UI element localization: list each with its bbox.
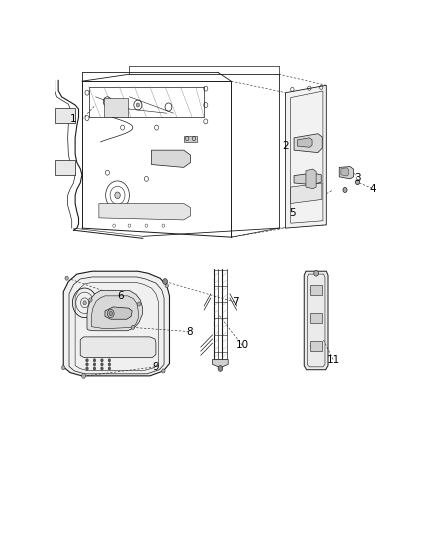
Circle shape (343, 188, 347, 192)
Polygon shape (104, 98, 128, 117)
Circle shape (108, 363, 111, 366)
Polygon shape (310, 313, 322, 324)
Circle shape (81, 374, 86, 378)
Circle shape (137, 302, 141, 306)
Circle shape (106, 100, 109, 104)
Circle shape (314, 270, 318, 276)
Circle shape (356, 180, 360, 184)
Circle shape (83, 301, 86, 305)
Circle shape (101, 359, 103, 362)
Text: 11: 11 (327, 355, 340, 365)
Circle shape (109, 311, 113, 316)
Polygon shape (294, 173, 321, 184)
Polygon shape (341, 168, 348, 176)
Polygon shape (310, 285, 322, 295)
Polygon shape (310, 342, 322, 351)
Polygon shape (297, 138, 312, 147)
Text: 2: 2 (282, 141, 289, 151)
Circle shape (108, 367, 111, 370)
Circle shape (136, 103, 140, 107)
Polygon shape (286, 85, 326, 228)
Polygon shape (99, 204, 191, 220)
Circle shape (65, 276, 68, 280)
Circle shape (86, 367, 88, 370)
Text: 8: 8 (186, 327, 193, 336)
Circle shape (86, 363, 88, 366)
Polygon shape (339, 166, 353, 179)
Polygon shape (294, 134, 322, 152)
Circle shape (115, 192, 120, 199)
Circle shape (61, 366, 65, 370)
Polygon shape (291, 183, 322, 204)
Polygon shape (87, 290, 142, 330)
Polygon shape (212, 359, 228, 368)
Circle shape (86, 359, 88, 362)
Circle shape (162, 279, 167, 284)
Circle shape (162, 369, 165, 373)
Polygon shape (55, 159, 75, 175)
Text: 4: 4 (370, 184, 376, 193)
Polygon shape (63, 271, 170, 376)
Polygon shape (306, 169, 316, 189)
Polygon shape (80, 337, 156, 358)
Text: 7: 7 (233, 297, 239, 307)
Polygon shape (304, 271, 328, 370)
Circle shape (93, 359, 96, 362)
Circle shape (218, 366, 223, 372)
Circle shape (108, 359, 111, 362)
Polygon shape (152, 150, 191, 167)
Polygon shape (55, 108, 75, 124)
Text: 3: 3 (354, 173, 361, 183)
Polygon shape (92, 296, 138, 329)
Circle shape (107, 309, 114, 318)
Polygon shape (184, 136, 197, 142)
Text: 10: 10 (236, 340, 249, 350)
Circle shape (101, 367, 103, 370)
Text: 1: 1 (70, 115, 77, 124)
Circle shape (93, 363, 96, 366)
Circle shape (88, 298, 92, 302)
Circle shape (101, 363, 103, 366)
Text: 6: 6 (118, 291, 124, 301)
Text: 9: 9 (152, 362, 159, 372)
Text: 5: 5 (289, 207, 296, 217)
Circle shape (131, 325, 134, 329)
Circle shape (165, 284, 169, 288)
Polygon shape (105, 307, 132, 319)
Circle shape (93, 367, 96, 370)
